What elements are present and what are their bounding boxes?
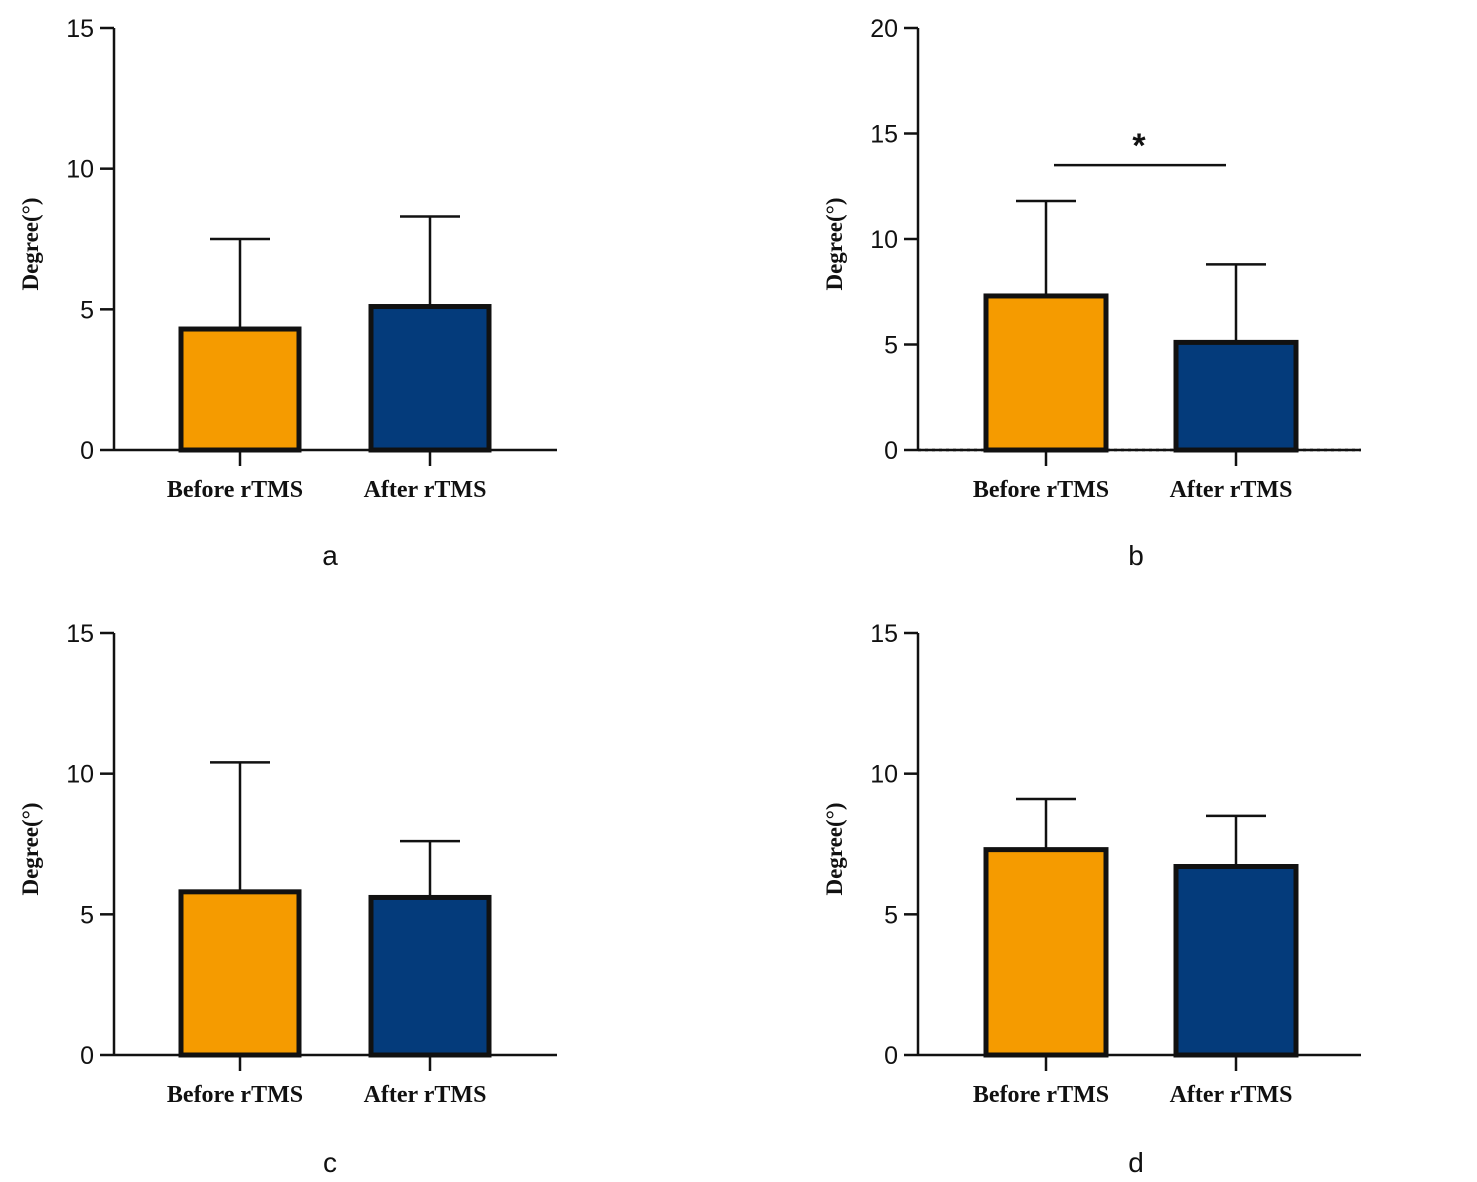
bar-before-rtms [178,889,302,1058]
chart-panel-d: 0 5 10 15 Before rTMS After rTMS Degree(°) d [822,620,1361,1178]
bar-after-rtms [368,894,492,1058]
y-tick-label: 15 [66,15,94,43]
panel-label: d [1128,1147,1144,1178]
chart-panel-a: 0 5 10 15 Before rTMS After rTMS Degree(°) a [18,15,557,571]
x-tick-label: Before rTMS [973,1082,1109,1108]
x-tick-label: After rTMS [1170,1082,1293,1108]
y-tick-label: 10 [870,761,898,789]
y-tick-label: 5 [884,901,898,929]
y-axis-label: Degree(°) [18,802,43,895]
x-tick-label: After rTMS [364,477,487,503]
significance-marker: * [1132,127,1146,165]
x-tick-label: Before rTMS [167,1082,303,1108]
bar-after-rtms [1173,864,1299,1058]
y-tick-label: 15 [870,121,898,149]
x-tick-label: After rTMS [364,1082,487,1108]
panel-label: c [323,1147,337,1178]
y-tick-label: 10 [66,761,94,789]
y-tick-label: 10 [870,226,898,254]
panel-label: a [322,540,338,571]
x-tick-label: Before rTMS [973,477,1109,503]
y-tick-label: 15 [870,620,898,648]
x-tick-label: Before rTMS [167,477,303,503]
y-tick-label: 0 [80,437,94,465]
y-axis-label: Degree(°) [822,197,847,290]
bar-before-rtms [178,326,302,453]
y-tick-label: 0 [884,437,898,465]
y-axis-label: Degree(°) [18,197,43,290]
bar-before-rtms [983,847,1109,1058]
y-tick-label: 20 [870,15,898,43]
chart-panel-b: 0 5 10 15 20 Before rTMS After rTMS Degree(°) * b [822,15,1361,571]
chart-panel-c: 0 5 10 15 Before rTMS After rTMS Degree(°) c [18,620,557,1178]
bar-after-rtms [368,304,492,453]
bar-before-rtms [983,293,1109,453]
bar-after-rtms [1173,339,1299,453]
y-tick-label: 15 [66,620,94,648]
y-axis-label: Degree(°) [822,802,847,895]
y-tick-label: 0 [884,1042,898,1070]
y-tick-label: 10 [66,156,94,184]
y-tick-label: 5 [80,901,94,929]
y-tick-label: 0 [80,1042,94,1070]
x-tick-label: After rTMS [1170,477,1293,503]
y-tick-label: 5 [884,332,898,360]
panel-label: b [1128,540,1144,571]
y-tick-label: 5 [80,296,94,324]
